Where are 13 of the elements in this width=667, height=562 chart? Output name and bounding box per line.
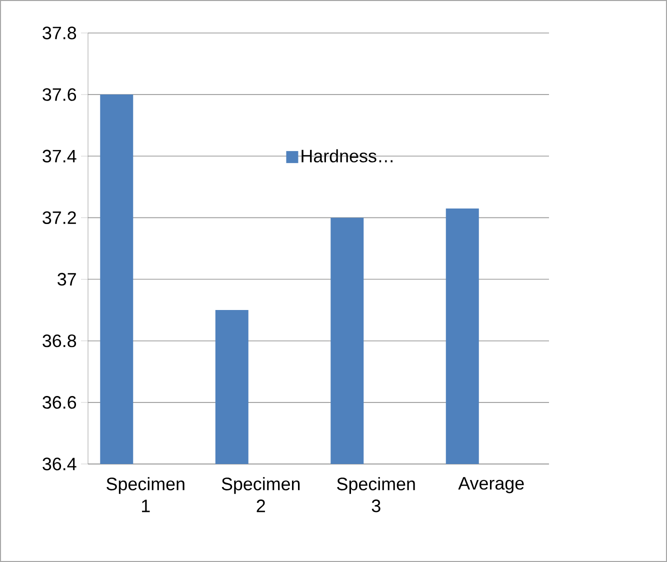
x-tick-label: Specimen 2 (222, 477, 300, 512)
x-tick-label: Average (458, 477, 524, 494)
y-tick-label: 36.8 (42, 334, 76, 348)
y-tick-label: 36.4 (42, 458, 76, 470)
x-tick-label: Specimen 3 (337, 477, 415, 512)
y-tick-label: 37.2 (42, 211, 76, 224)
legend-label: Hardness… (302, 149, 392, 162)
y-tick-label: 37 (58, 272, 76, 286)
y-tick-label: 37.8 (42, 26, 76, 40)
x-tick-label: Specimen 1 (106, 477, 184, 512)
y-tick-label: 36.6 (42, 396, 76, 409)
y-tick-label: 37.4 (42, 150, 76, 162)
y-tick-label: 37.6 (42, 88, 76, 101)
